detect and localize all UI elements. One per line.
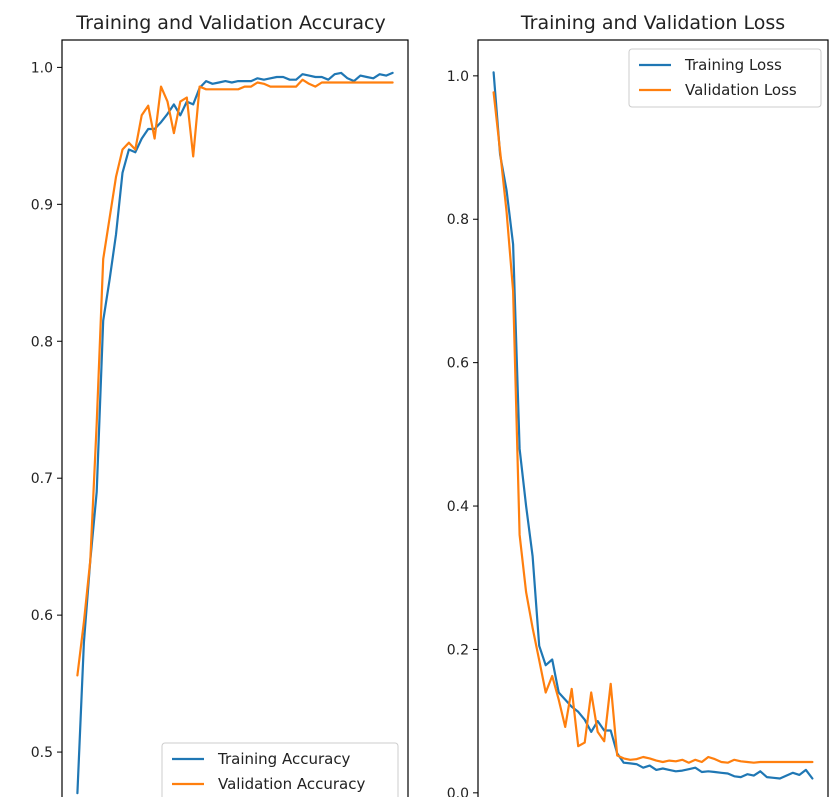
loss-chart: Training and Validation Loss 0.0 0.2 0.4 0.… <box>447 12 829 797</box>
accuracy-axes-frame <box>61 39 409 797</box>
loss-y-tick-label: 1.0 <box>447 69 469 85</box>
accuracy-legend-box <box>161 742 399 797</box>
loss-legend-box <box>628 48 822 108</box>
accuracy-y-tick-label: 0.5 <box>31 745 53 761</box>
loss-y-tick-label: 0.6 <box>447 356 469 372</box>
accuracy-y-tick-label: 0.6 <box>31 608 53 624</box>
accuracy-legend-label-2: Validation Accuracy <box>218 775 365 793</box>
loss-y-tick-label: 0.8 <box>447 212 469 228</box>
accuracy-y-tick-label: 0.8 <box>31 334 53 350</box>
accuracy-legend: Training Accuracy Validation Accuracy <box>161 742 399 797</box>
loss-legend-label-2: Validation Loss <box>685 81 797 99</box>
loss-y-tick-label: 0.4 <box>447 499 469 515</box>
loss-series-line-1 <box>492 71 814 780</box>
accuracy-chart-title: Training and Validation Accuracy <box>75 12 385 34</box>
accuracy-y-tick-label: 0.9 <box>31 197 53 213</box>
accuracy-series-line-2 <box>76 78 394 677</box>
accuracy-series-line-1 <box>76 71 394 795</box>
accuracy-y-tick-label: 1.0 <box>31 60 53 76</box>
loss-y-tick-label: 0.0 <box>447 786 469 797</box>
accuracy-chart: Training and Validation Accuracy 0.5 0.6 0… <box>31 12 409 797</box>
loss-chart-title: Training and Validation Loss <box>520 12 785 34</box>
loss-legend: Training Loss Validation Loss <box>628 48 822 108</box>
loss-series-line-2 <box>492 91 814 764</box>
loss-legend-label-1: Training Loss <box>684 56 782 74</box>
accuracy-y-tick-label: 0.7 <box>31 471 53 487</box>
loss-axes-frame <box>477 39 829 797</box>
loss-y-tick-label: 0.2 <box>447 642 469 658</box>
accuracy-legend-label-1: Training Accuracy <box>217 750 351 768</box>
